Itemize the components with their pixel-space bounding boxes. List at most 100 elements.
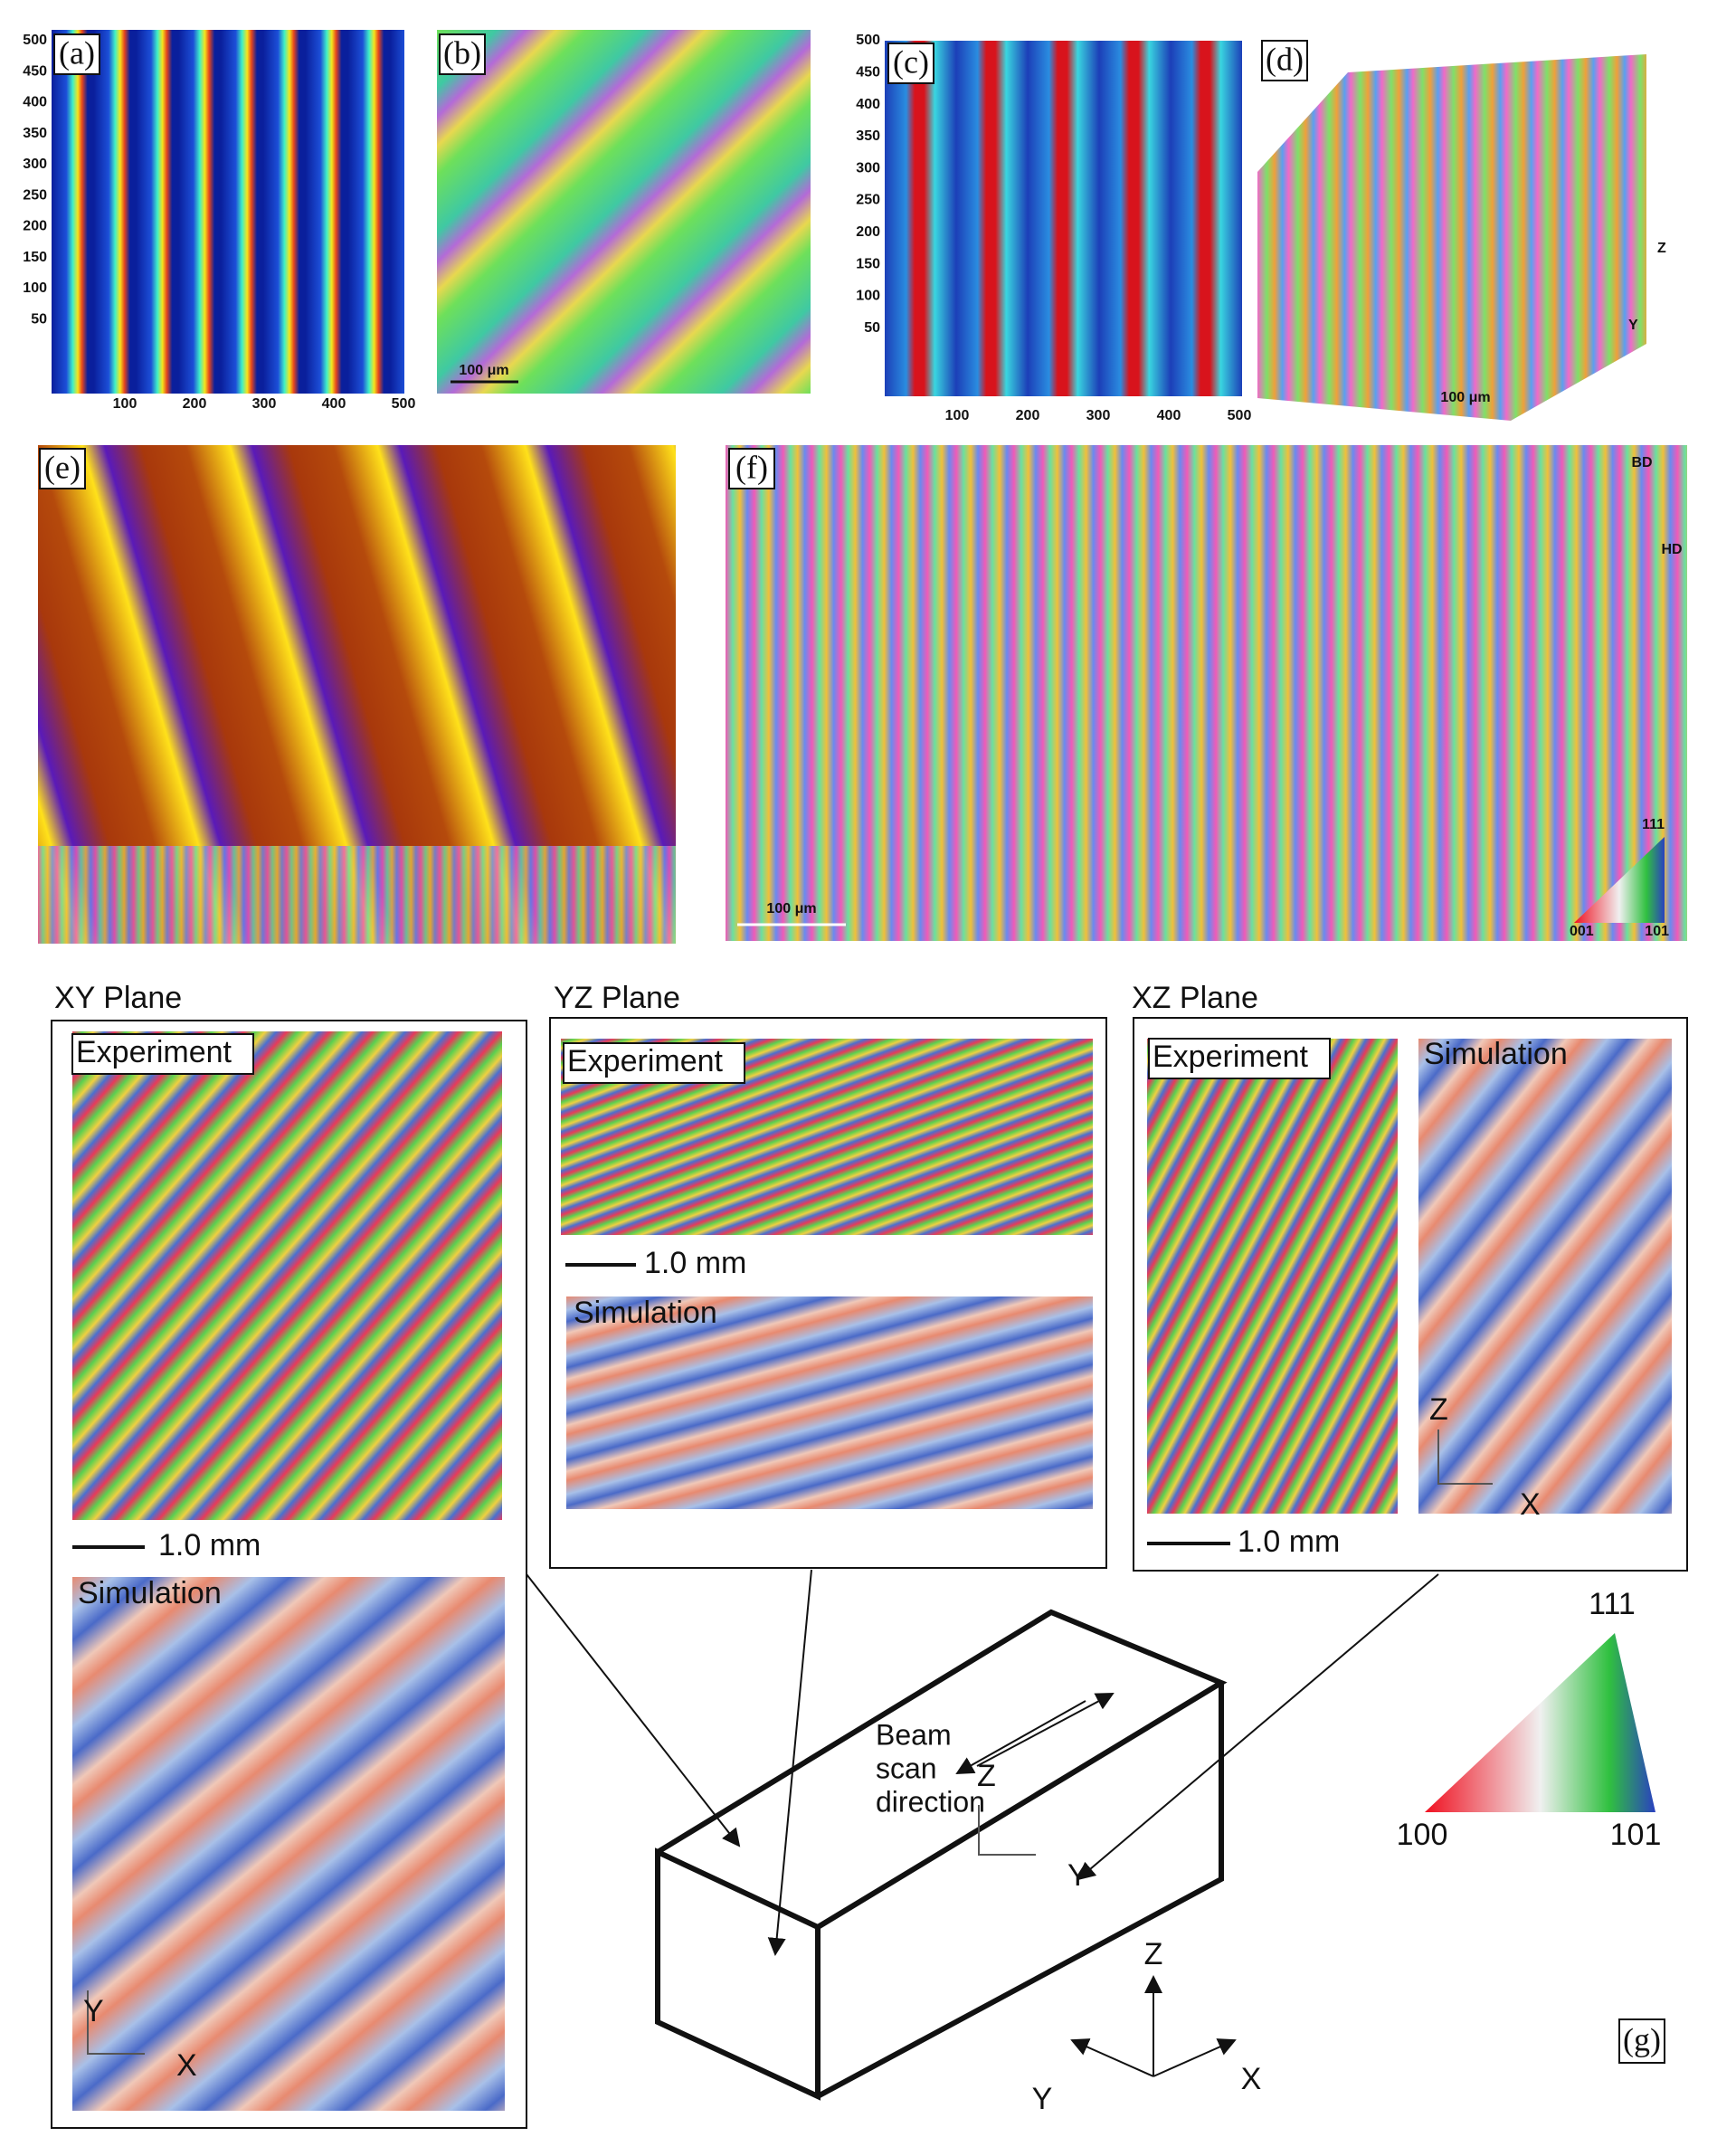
scale-bar-label: 1.0 mm bbox=[1238, 1524, 1340, 1559]
drawing bbox=[38, 30, 1688, 2129]
panel-label: (a) bbox=[59, 34, 95, 71]
x-tick-label: 100 bbox=[945, 408, 970, 423]
x-tick-label: 400 bbox=[322, 396, 346, 412]
y-tick-label: 350 bbox=[856, 128, 880, 144]
y-tick-label: 450 bbox=[23, 63, 47, 79]
panel-label: (c) bbox=[893, 43, 929, 80]
label-box bbox=[53, 33, 100, 75]
x-tick-label: 200 bbox=[1016, 408, 1040, 423]
panel-caption: Simulation bbox=[78, 1576, 222, 1610]
scale-bar-label: 100 μm bbox=[766, 901, 816, 917]
label-box bbox=[39, 448, 86, 489]
ipf-label: 001 bbox=[1570, 924, 1594, 939]
x-tick-label: 300 bbox=[1086, 408, 1111, 423]
axis-label: Z bbox=[1429, 1392, 1448, 1427]
x-tick-label: 300 bbox=[252, 396, 277, 412]
yz-sim bbox=[566, 1296, 1093, 1509]
y-tick-label: 100 bbox=[856, 289, 880, 304]
label-box bbox=[439, 33, 486, 75]
y-tick-label: 350 bbox=[23, 126, 47, 141]
axis-label: Y bbox=[1628, 318, 1638, 333]
box-3d bbox=[655, 1609, 1228, 2101]
panel-caption: Experiment bbox=[76, 1035, 232, 1069]
y-tick-label: 200 bbox=[23, 219, 47, 234]
map-b bbox=[437, 30, 811, 394]
scale-bar-label: 1.0 mm bbox=[158, 1528, 261, 1562]
xz-exp bbox=[1147, 1039, 1398, 1514]
y-tick-label: 250 bbox=[23, 187, 47, 203]
axis-label: X bbox=[1241, 2062, 1262, 2096]
map-c bbox=[885, 41, 1242, 396]
label-box bbox=[887, 43, 934, 84]
panel-label: (f) bbox=[735, 449, 768, 485]
xy-sim bbox=[72, 1577, 505, 2111]
map-a bbox=[52, 30, 404, 394]
scale-bar-label: 100 μm bbox=[459, 363, 508, 378]
labels: (a) (b) (c) (d) (e) (f) (g) 500 450 400 350 300 250 2… bbox=[23, 33, 1682, 2116]
map-f bbox=[726, 445, 1687, 941]
x-tick-label: 500 bbox=[1228, 408, 1252, 423]
label-box bbox=[1261, 40, 1308, 81]
panel-label: (e) bbox=[44, 449, 81, 485]
y-tick-label: 500 bbox=[23, 33, 47, 48]
map-d bbox=[1257, 54, 1646, 421]
y-tick-label: 500 bbox=[856, 33, 880, 48]
ipf-f bbox=[1574, 837, 1665, 923]
y-tick-label: 150 bbox=[23, 250, 47, 265]
scale-bar-label: 100 μm bbox=[1440, 390, 1490, 405]
x-tick-label: 400 bbox=[1157, 408, 1181, 423]
x-tick-label: 200 bbox=[183, 396, 207, 412]
plane-title: XY Plane bbox=[54, 981, 182, 1015]
ipf-label: 111 bbox=[1589, 1587, 1636, 1621]
y-tick-label: 450 bbox=[856, 65, 880, 81]
scale-bar-label: 1.0 mm bbox=[644, 1246, 746, 1280]
panel-caption: Experiment bbox=[567, 1044, 724, 1078]
x-tick-label: 100 bbox=[113, 396, 138, 412]
map-e-base bbox=[38, 846, 676, 944]
ipf-g bbox=[1425, 1633, 1655, 1812]
label-box bbox=[1618, 2018, 1665, 2064]
direction-label: BD bbox=[1631, 455, 1652, 470]
plane-title: YZ Plane bbox=[554, 981, 680, 1015]
panel-caption: Simulation bbox=[1424, 1037, 1568, 1071]
xz-box bbox=[1133, 1017, 1688, 1572]
axis-label: Y bbox=[1032, 2082, 1053, 2116]
y-tick-label: 150 bbox=[856, 256, 880, 271]
yz-box bbox=[549, 1017, 1107, 1569]
axis-label: Y bbox=[1067, 1858, 1088, 1893]
y-tick-label: 50 bbox=[864, 320, 880, 336]
ipf-label: 101 bbox=[1645, 924, 1669, 939]
panel-label: (b) bbox=[443, 34, 481, 71]
label-box bbox=[728, 448, 775, 489]
axis-label: X bbox=[176, 2048, 197, 2083]
plane-title: XZ Plane bbox=[1132, 981, 1258, 1015]
axis-label: Z bbox=[977, 1759, 996, 1793]
y-tick-label: 200 bbox=[856, 224, 880, 240]
beam-label: direction bbox=[876, 1785, 985, 1818]
xz-sim bbox=[1418, 1039, 1672, 1514]
ipf-label: 100 bbox=[1397, 1818, 1448, 1852]
ipf-label: 111 bbox=[1642, 817, 1665, 832]
label-box bbox=[71, 1033, 254, 1075]
panel-caption: Simulation bbox=[574, 1296, 717, 1330]
direction-label: HD bbox=[1661, 542, 1682, 557]
axis-label: X bbox=[1520, 1487, 1541, 1522]
mini-axes bbox=[87, 1429, 1493, 2055]
beam-label: scan bbox=[876, 1752, 937, 1784]
ipf-label: 101 bbox=[1610, 1818, 1662, 1852]
y-tick-label: 400 bbox=[856, 97, 880, 112]
axis-label: Z bbox=[1144, 1937, 1163, 1971]
y-tick-label: 300 bbox=[23, 157, 47, 172]
label-box bbox=[1148, 1038, 1331, 1079]
panel-label: (g) bbox=[1623, 2021, 1661, 2057]
y-tick-label: 250 bbox=[856, 193, 880, 208]
y-tick-label: 400 bbox=[23, 95, 47, 110]
beam-label: Beam bbox=[876, 1718, 952, 1751]
y-tick-label: 100 bbox=[23, 280, 47, 296]
xy-exp bbox=[72, 1031, 502, 1520]
axis-label: Z bbox=[1657, 241, 1666, 256]
panel-caption: Experiment bbox=[1153, 1040, 1309, 1074]
x-tick-label: 500 bbox=[392, 396, 416, 412]
y-tick-label: 300 bbox=[856, 160, 880, 176]
